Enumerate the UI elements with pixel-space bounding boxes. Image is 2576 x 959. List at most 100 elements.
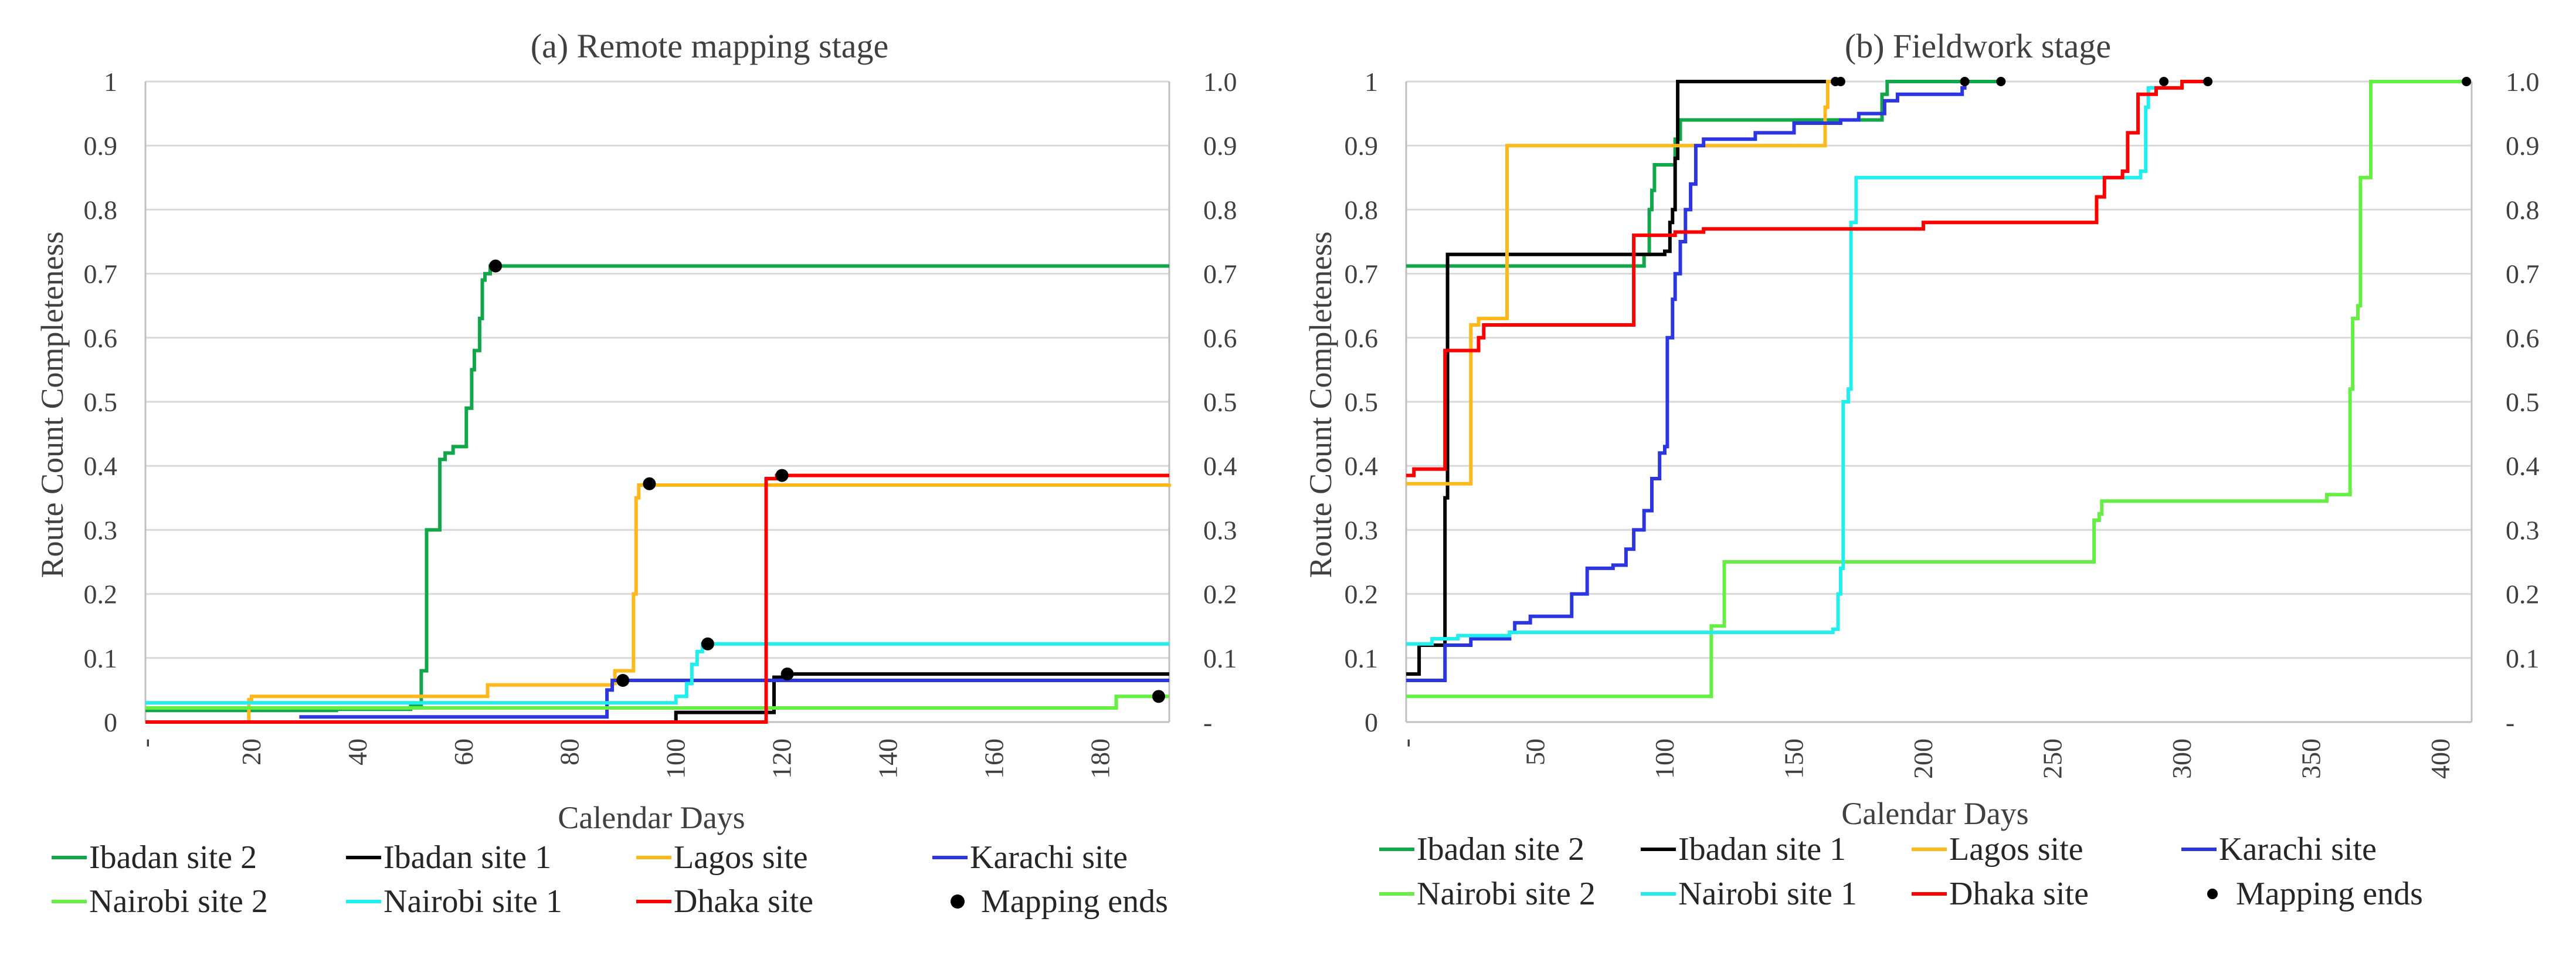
chart-b-y-tick-label: 0 [1365, 707, 1378, 737]
chart-a-mapping-end-ibadan-site-2 [489, 259, 503, 273]
legend-label: Ibadan site 1 [1678, 831, 1846, 867]
chart-a-y-axis-label: Route Count Completeness [35, 232, 70, 578]
chart-b-x-tick-label: 150 [1779, 738, 1809, 779]
chart-b-y-tick-label: 0.9 [1345, 131, 1379, 161]
chart-a-legend-item-lagos-site: Lagos site [636, 839, 808, 876]
chart-b-x-tick-label: 50 [1521, 738, 1550, 765]
chart-a-y2-tick-label: 0.1 [1203, 643, 1237, 673]
chart-a-x-tick-label: - [130, 738, 160, 747]
chart-a-x-tick-label: 40 [342, 738, 372, 765]
chart-b-x-tick-label: 200 [1908, 738, 1938, 779]
chart-b-legend-item-nairobi-site-1: Nairobi site 1 [1641, 876, 1857, 912]
chart-b-y2-tick-label: 0.9 [2506, 131, 2540, 161]
chart-b-x-tick-label: 350 [2296, 738, 2326, 779]
legend-label: Mapping ends [981, 883, 1168, 920]
chart-a-mapping-end-nairobi-site-2 [1152, 690, 1165, 703]
chart-a-y2-tick-label: 0.7 [1203, 259, 1237, 289]
chart-b-y-tick-label: 0.6 [1345, 323, 1379, 353]
chart-a-mapping-end-nairobi-site-1 [701, 637, 714, 650]
chart-b-legend: Ibadan site 2 Ibadan site 1 Lagos site Kara… [1379, 831, 2423, 912]
chart-a-x-tick-label: 160 [979, 738, 1009, 779]
chart-b-y2-tick-label: 1.0 [2506, 67, 2540, 97]
chart-a-series-lagos-site [246, 483, 1171, 724]
chart-a-y2-tick-label: - [1203, 707, 1212, 737]
chart-b-title: (b) Fieldwork stage [1845, 27, 2111, 65]
legend-label: Karachi site [970, 839, 1128, 876]
chart-b-series-dhaka-site [1406, 80, 2208, 477]
chart-b-y2-tick-label: 0.7 [2506, 259, 2540, 289]
chart-b-x-tick-label: 100 [1650, 738, 1679, 779]
chart-b-y2-tick-label: 0.5 [2506, 387, 2540, 417]
chart-a-series-nairobi-site-2 [145, 694, 1169, 710]
chart-b-legend-item-nairobi-site-2: Nairobi site 2 [1379, 876, 1596, 912]
chart-b-x-axis-label: Calendar Days [1841, 796, 2028, 831]
chart-b-y2-tick-label: 0.1 [2506, 643, 2540, 673]
chart-b-plot: 0 0.1 0.2 0.3 0.4 0.5 0.6 0.7 0.8 0.9 1 - 0.1 0.2 0.3 0… [1345, 67, 2540, 779]
chart-b-y2-tick-label: - [2506, 707, 2514, 737]
chart-b-mapping-end-karachi-site [1960, 77, 1970, 86]
chart-b-mapping-end-nairobi-site-1 [2159, 77, 2169, 86]
chart-a-title: (a) Remote mapping stage [531, 27, 888, 65]
chart-b-legend-item-ibadan-site-2: Ibadan site 2 [1379, 831, 1584, 867]
chart-a-mapping-end-karachi-site [616, 674, 630, 687]
chart-b-mapping-end-nairobi-site-2 [2462, 77, 2472, 86]
chart-a-x-tick-label: 140 [873, 738, 903, 779]
chart-b-mapping-end-ibadan-site-2 [1996, 77, 2006, 86]
chart-b-legend-item-dhaka-site: Dhaka site [1912, 876, 2089, 912]
chart-b-series-karachi-site [1406, 82, 1967, 682]
chart-b-y2-tick-label: 0.8 [2506, 195, 2540, 225]
chart-b-x-tick-label: - [1391, 738, 1421, 747]
chart-b-y2-tick-label: 0.3 [2506, 515, 2540, 545]
chart-a-x-axis-label: Calendar Days [558, 800, 745, 835]
chart-a-y-tick-label: 0.3 [84, 515, 118, 545]
legend-label: Lagos site [1949, 831, 2083, 867]
chart-a-mapping-end-lagos-site [643, 477, 656, 490]
legend-marker [951, 894, 965, 909]
legend-label: Ibadan site 1 [383, 839, 551, 876]
chart-b-legend-item-karachi-site: Karachi site [2181, 831, 2377, 867]
chart-a-y-tick-label: 0.7 [84, 259, 118, 289]
chart-a-y2-tick-label: 0.5 [1203, 387, 1237, 417]
legend-label: Nairobi site 1 [383, 883, 562, 920]
chart-a-legend-item-nairobi-site-1: Nairobi site 1 [346, 883, 562, 920]
chart-b-y2-tick-label: 0.4 [2506, 451, 2540, 481]
chart-b-legend-item-ibadan-site-1: Ibadan site 1 [1641, 831, 1846, 867]
chart-b-mapping-end-dhaka-site [2203, 77, 2213, 86]
legend-label: Ibadan site 2 [1417, 831, 1584, 867]
chart-a-x-tick-label: 80 [555, 738, 585, 765]
chart-b-y-tick-label: 1 [1365, 67, 1378, 97]
chart-a-y2-tick-label: 0.2 [1203, 580, 1237, 609]
chart-a-y-tick-label: 1 [104, 67, 117, 97]
chart-b-y-tick-label: 0.8 [1345, 195, 1379, 225]
chart-a-legend-item-karachi-site: Karachi site [932, 839, 1128, 876]
chart-a-legend-item-nairobi-site-2: Nairobi site 2 [52, 883, 268, 920]
chart-a-mapping-end-dhaka-site [775, 469, 789, 482]
legend-label: Mapping ends [2236, 876, 2423, 912]
chart-b-y2-tick-label: 0.6 [2506, 323, 2540, 353]
chart-a-legend-item-dhaka-site: Dhaka site [636, 883, 813, 920]
legend-label: Nairobi site 1 [1678, 876, 1857, 912]
chart-a-x-tick-label: 60 [449, 738, 478, 765]
chart-a-y2-tick-label: 0.8 [1203, 195, 1237, 225]
chart-b-y2-tick-label: 0.2 [2506, 580, 2540, 609]
legend-label: Dhaka site [1949, 876, 2089, 912]
chart-a-x-tick-label: 180 [1085, 738, 1115, 779]
chart-a-plot: 0 0.1 0.2 0.3 0.4 0.5 0.6 0.7 0.8 0.9 1 - 0.1 0.2 0.3 0… [84, 67, 1237, 779]
legend-label: Dhaka site [674, 883, 813, 920]
legend-label: Karachi site [2219, 831, 2377, 867]
legend-label: Nairobi site 2 [89, 883, 268, 920]
chart-a-mapping-end-ibadan-site-1 [780, 667, 794, 681]
legend-label: Ibadan site 2 [89, 839, 257, 876]
chart-b-x-tick-label: 300 [2167, 738, 2197, 779]
chart-a-legend-item-ibadan-site-2: Ibadan site 2 [52, 839, 257, 876]
chart-a-series-nairobi-site-1 [145, 642, 1169, 705]
legend-label: Nairobi site 2 [1417, 876, 1596, 912]
chart-b-x-tick-label: 400 [2425, 738, 2455, 779]
chart-b-y-tick-label: 0.7 [1345, 259, 1379, 289]
chart-a-x-tick-label: 20 [236, 738, 266, 765]
legend-marker [2207, 889, 2218, 899]
chart-a-y-tick-label: 0.8 [84, 195, 118, 225]
chart-b-legend-item-mapping-ends: Mapping ends [2207, 876, 2423, 912]
chart-a-legend-item-mapping-ends: Mapping ends [951, 883, 1168, 920]
